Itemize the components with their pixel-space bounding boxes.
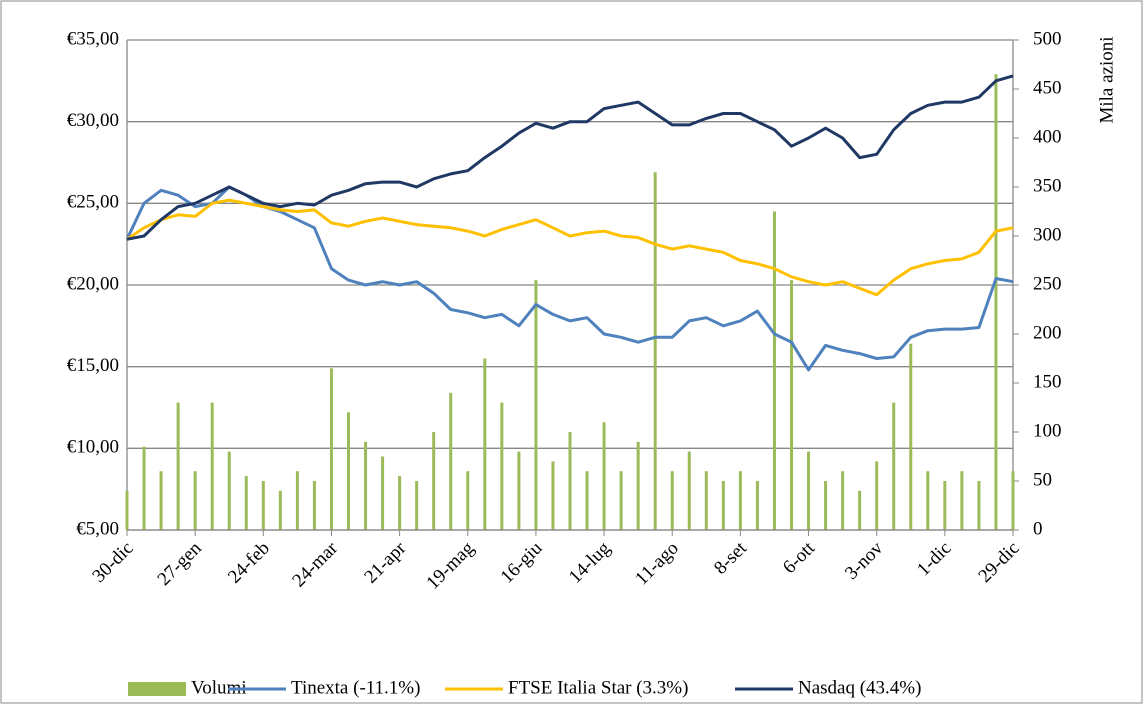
volume-bar bbox=[364, 441, 368, 530]
volume-bar bbox=[551, 461, 555, 530]
y2-tick-label: 300 bbox=[1033, 224, 1062, 245]
volume-bar bbox=[449, 392, 453, 530]
volume-bar bbox=[125, 490, 129, 530]
volume-bar bbox=[926, 471, 930, 530]
volume-bar bbox=[875, 461, 879, 530]
volume-bar bbox=[227, 451, 231, 530]
volume-bar bbox=[534, 280, 538, 530]
volume-bar bbox=[517, 451, 521, 530]
volume-bar bbox=[790, 280, 793, 530]
y2-tick-label: 450 bbox=[1033, 77, 1062, 98]
volume-bar bbox=[602, 422, 606, 530]
y2-tick-label: 100 bbox=[1033, 420, 1062, 441]
legend-swatch bbox=[128, 682, 186, 696]
volume-bar bbox=[994, 74, 998, 531]
volume-bar bbox=[176, 402, 180, 530]
y-tick-label: €35,00 bbox=[67, 28, 119, 49]
volume-bar bbox=[347, 412, 350, 530]
volume-bar bbox=[960, 471, 964, 530]
y2-tick-label: 50 bbox=[1033, 469, 1052, 490]
volume-bar bbox=[1011, 471, 1015, 530]
volume-bar bbox=[721, 481, 725, 530]
volume-bar bbox=[159, 471, 163, 530]
volume-bar bbox=[244, 476, 248, 530]
series-line bbox=[126, 74, 1014, 241]
y2-tick-label: 350 bbox=[1033, 175, 1062, 196]
volume-bar bbox=[687, 451, 691, 530]
volume-bar bbox=[312, 481, 316, 530]
volume-bar bbox=[977, 481, 981, 530]
volume-bar bbox=[738, 471, 742, 530]
series-line bbox=[126, 198, 1014, 297]
volume-bar bbox=[619, 471, 623, 530]
y2-tick-label: 0 bbox=[1033, 518, 1043, 539]
volume-bar bbox=[892, 402, 896, 530]
volume-bar bbox=[142, 446, 146, 530]
legend-label: Nasdaq (43.4%) bbox=[798, 677, 921, 698]
volume-bar bbox=[568, 432, 572, 530]
volume-bar bbox=[755, 481, 759, 530]
volume-bar bbox=[193, 471, 197, 530]
volume-bar bbox=[858, 490, 862, 530]
y2-tick-label: 150 bbox=[1033, 371, 1062, 392]
y-tick-label: €10,00 bbox=[67, 437, 119, 458]
y2-tick-label: 400 bbox=[1033, 126, 1062, 147]
y2-tick-label: 500 bbox=[1033, 28, 1062, 49]
volume-bar bbox=[943, 481, 947, 530]
volume-bar bbox=[415, 481, 419, 530]
legend-label: Volumi bbox=[191, 677, 247, 698]
y2-axis-title: Mila azioni bbox=[1096, 36, 1117, 123]
volume-bar bbox=[278, 490, 282, 530]
volume-bar bbox=[585, 471, 589, 530]
y-tick-label: €30,00 bbox=[67, 110, 119, 131]
volume-bar bbox=[432, 432, 436, 530]
y2-tick-label: 200 bbox=[1033, 322, 1062, 343]
volume-bar bbox=[500, 402, 504, 530]
volume-bar bbox=[909, 343, 913, 530]
volume-bar bbox=[807, 451, 811, 530]
y-tick-label: €20,00 bbox=[67, 273, 119, 294]
volume-bar bbox=[653, 172, 657, 531]
y-tick-label: €15,00 bbox=[67, 355, 119, 376]
volume-bar bbox=[772, 211, 776, 530]
volume-bar bbox=[329, 368, 333, 530]
volume-bar bbox=[466, 471, 470, 530]
legend-label: Tinexta (-11.1%) bbox=[291, 677, 420, 698]
y-tick-label: €25,00 bbox=[67, 192, 119, 213]
volume-bar bbox=[295, 471, 299, 530]
volume-bar bbox=[704, 471, 708, 530]
volume-bar bbox=[670, 471, 674, 530]
volume-bar bbox=[381, 456, 385, 530]
volume-bar bbox=[398, 476, 402, 530]
volume-bar bbox=[824, 481, 828, 530]
volume-bar bbox=[636, 441, 640, 530]
volume-bar bbox=[841, 471, 845, 530]
volume-bar bbox=[210, 402, 214, 530]
y-tick-label: €5,00 bbox=[76, 518, 119, 539]
volume-bar bbox=[261, 481, 265, 530]
volume-bar bbox=[483, 358, 487, 530]
legend-label: FTSE Italia Star (3.3%) bbox=[508, 677, 688, 698]
y2-tick-label: 250 bbox=[1033, 273, 1062, 294]
